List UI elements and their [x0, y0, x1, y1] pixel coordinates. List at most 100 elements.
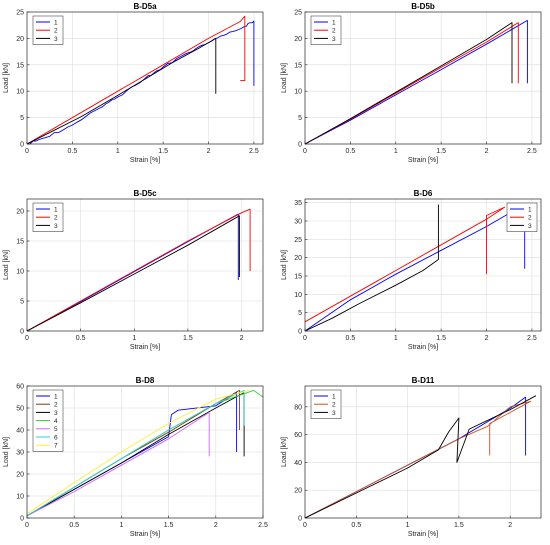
x-tick-label: 2 [214, 522, 218, 529]
axes-box [26, 11, 264, 145]
y-tick-label: 10 [16, 89, 24, 96]
axes-box [304, 11, 542, 145]
series-line-5 [26, 411, 210, 517]
y-tick-label: 5 [298, 115, 302, 122]
chart-panel-1: 0 0.5 1 1.5 2 2.5 0 5 10 15 20 25 B-D5a Strain [%] Loa… [3, 2, 264, 164]
legend: 1 23 [32, 15, 64, 45]
chart-title: B-D8 [136, 376, 155, 385]
y-tick-label: 10 [294, 292, 302, 299]
x-tick-label: 2 [485, 148, 489, 155]
series-line-1 [26, 20, 255, 145]
legend-label-2: 2 [332, 402, 336, 409]
legend-label-4: 4 [54, 418, 58, 425]
axes-box [26, 198, 264, 332]
x-tick-label: 0.5 [76, 335, 86, 342]
y-tick-label: 0 [298, 142, 302, 149]
x-tick-label: 0.5 [346, 148, 356, 155]
y-tick-label: 60 [16, 384, 24, 391]
legend-label-1: 1 [54, 19, 58, 26]
chart-title: B-D5b [411, 2, 435, 11]
y-tick-label: 0 [20, 142, 24, 149]
series-line-6 [26, 389, 245, 517]
legend-label-2: 2 [54, 215, 58, 222]
y-tick-label: 5 [20, 299, 24, 306]
x-tick-label: 0 [25, 522, 29, 529]
x-tick-label: 1.5 [183, 335, 193, 342]
x-tick-label: 2.5 [527, 335, 537, 342]
y-tick-label: 0 [20, 329, 24, 336]
y-tick-label: 25 [294, 10, 302, 17]
y-tick-label: 80 [294, 404, 302, 411]
y-tick-label: 30 [294, 219, 302, 226]
y-tick-label: 35 [294, 200, 302, 207]
y-tick-label: 0 [298, 516, 302, 523]
x-tick-label: 0.5 [351, 522, 361, 529]
legend-label-3: 3 [54, 410, 58, 417]
plot-area [305, 199, 541, 331]
legend-label-1: 1 [332, 19, 336, 26]
x-tick-label: 0 [303, 335, 307, 342]
y-tick-label: 15 [294, 274, 302, 281]
x-axis-label: Strain [%] [130, 344, 160, 351]
legend-label-1: 1 [332, 393, 336, 400]
x-tick-label: 1 [132, 335, 136, 342]
y-axis-label: Load [kN] [3, 437, 10, 467]
legend: 1 23 [506, 202, 538, 232]
series-line-3 [304, 204, 439, 332]
y-tick-label: 0 [298, 329, 302, 336]
x-tick-label: 1 [394, 335, 398, 342]
y-axis-label: Load [kN] [281, 437, 288, 467]
x-axis-label: Strain [%] [130, 531, 160, 538]
legend-label-2: 2 [528, 215, 532, 222]
y-tick-label: 20 [16, 209, 24, 216]
chart-title: B-D5c [133, 189, 157, 198]
y-tick-label: 10 [16, 269, 24, 276]
chart-panel-4: 0 0.5 1 1.5 2 2.5 0 5 10 15 20 25 30 35 B-D6 Strain [%]… [281, 189, 542, 351]
x-tick-label: 1 [116, 148, 120, 155]
y-tick-label: 15 [294, 62, 302, 69]
series-line-7 [26, 389, 249, 514]
series-line-2 [26, 208, 251, 332]
x-tick-label: 2 [207, 148, 211, 155]
x-axis-label: Strain [%] [408, 157, 438, 164]
x-tick-label: 1.5 [164, 522, 174, 529]
legend-label-6: 6 [54, 434, 58, 441]
x-tick-label: 1.5 [158, 148, 168, 155]
x-tick-label: 2 [485, 335, 489, 342]
x-tick-label: 1 [406, 522, 410, 529]
y-axis-label: Load [kN] [3, 250, 10, 280]
y-tick-label: 5 [20, 115, 24, 122]
x-tick-label: 0.5 [68, 148, 78, 155]
y-tick-label: 20 [294, 36, 302, 43]
x-tick-label: 0 [303, 522, 307, 529]
legend-label-2: 2 [54, 28, 58, 35]
y-tick-label: 30 [16, 450, 24, 457]
chart-title: B-D6 [414, 189, 433, 198]
y-tick-label: 15 [16, 239, 24, 246]
legend-label-3: 3 [332, 36, 336, 43]
legend: 1 23 [310, 15, 342, 45]
y-tick-label: 20 [16, 36, 24, 43]
legend-label-7: 7 [54, 443, 58, 450]
legend-label-3: 3 [332, 410, 336, 417]
y-tick-label: 20 [16, 472, 24, 479]
x-tick-label: 1.5 [454, 522, 464, 529]
x-tick-label: 2 [508, 522, 512, 529]
chart-title: B-D11 [412, 376, 435, 385]
x-tick-label: 0.5 [346, 335, 356, 342]
x-axis-label: Strain [%] [408, 344, 438, 351]
legend-label-5: 5 [54, 426, 58, 433]
x-tick-label: 0 [25, 335, 29, 342]
chart-title: B-D5a [133, 2, 157, 11]
legend-label-3: 3 [54, 36, 58, 43]
y-axis-label: Load [kN] [3, 63, 10, 93]
series-line-2 [304, 206, 506, 323]
x-tick-label: 2.5 [249, 148, 259, 155]
y-tick-label: 20 [294, 488, 302, 495]
series-line-2 [304, 400, 532, 519]
chart-panel-2: 0 0.5 1 1.5 2 2.5 0 5 10 15 20 25 B-D5b Strain [%] Loa… [281, 2, 542, 164]
